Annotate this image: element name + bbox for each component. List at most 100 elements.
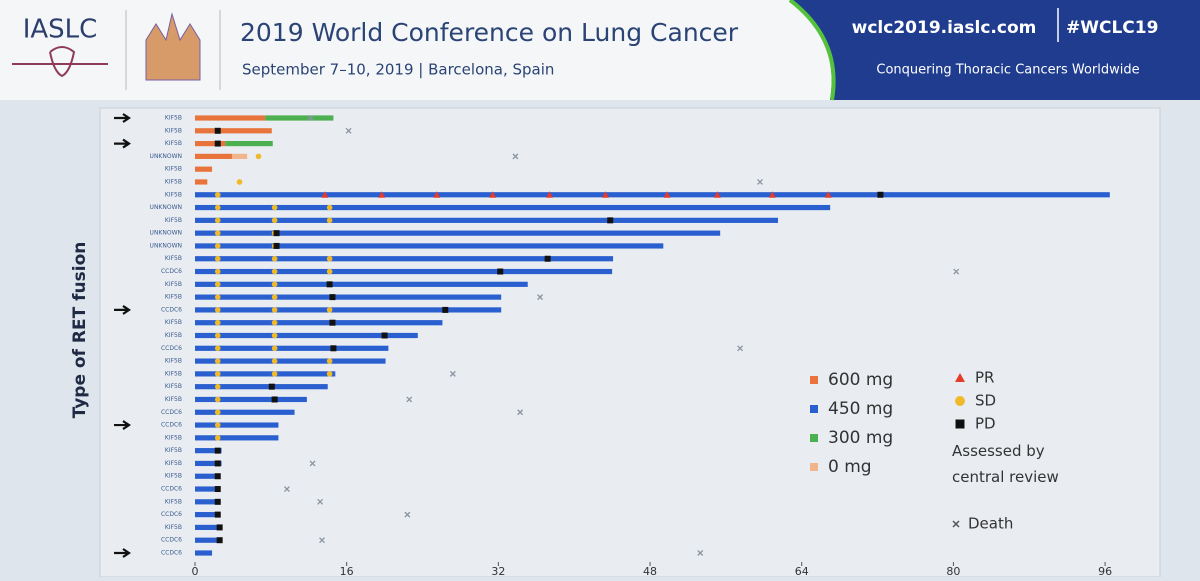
dose-segment xyxy=(195,384,328,390)
death-marker xyxy=(737,345,744,352)
death-marker xyxy=(345,127,352,134)
y-tick-label: KIF5B xyxy=(165,396,182,403)
sd-marker xyxy=(214,217,221,224)
pr-marker xyxy=(378,191,386,198)
y-tick-label: CCDC6 xyxy=(161,306,182,313)
dose-segment xyxy=(195,345,389,351)
y-tick-label: KIF5B xyxy=(165,434,182,441)
sd-marker xyxy=(214,268,221,275)
legend-label: 300 mg xyxy=(828,428,893,448)
legend-swatch xyxy=(955,373,965,382)
sd-marker xyxy=(214,307,221,313)
arrow-shape xyxy=(114,548,131,558)
pd-marker xyxy=(544,255,551,262)
y-tick-label: CCDC6 xyxy=(161,550,182,557)
dose-segment xyxy=(195,524,220,531)
x-tick-label: 64 xyxy=(795,565,809,577)
dose-segment xyxy=(195,217,779,223)
death-marker xyxy=(307,115,314,121)
sd-marker xyxy=(271,307,278,313)
dose-segment xyxy=(195,307,502,313)
sd-marker xyxy=(214,191,221,198)
sd-marker xyxy=(214,243,221,249)
sd-marker xyxy=(271,255,278,262)
sd-marker xyxy=(326,268,333,275)
dose-segment xyxy=(265,115,334,121)
legend-label: Death xyxy=(968,515,1013,533)
y-tick-label: CCDC6 xyxy=(161,345,182,352)
y-tick-label: KIF5B xyxy=(165,383,182,390)
conference-logo xyxy=(145,12,201,81)
legend-swatch xyxy=(955,396,965,406)
y-tick-label: UNKNOWN xyxy=(150,153,182,160)
arrow-shape xyxy=(114,420,131,430)
y-tick-label: KIF5B xyxy=(165,281,182,288)
sd-marker xyxy=(214,371,221,377)
y-tick-label: KIF5B xyxy=(165,127,182,134)
x-tick-label: 96 xyxy=(1098,565,1112,577)
y-tick-label: CCDC6 xyxy=(161,537,182,544)
dose-segment xyxy=(195,512,217,518)
pd-marker xyxy=(214,140,221,147)
sd-marker xyxy=(214,345,221,352)
header-blue xyxy=(790,0,1200,100)
legend-note-line: central review xyxy=(952,468,1059,486)
sd-marker xyxy=(271,345,278,352)
y-tick-label: CCDC6 xyxy=(161,409,182,416)
dose-segment xyxy=(195,179,208,185)
pd-marker xyxy=(877,191,884,198)
pr-marker xyxy=(824,191,832,198)
dose-segment xyxy=(195,371,336,377)
legend-label: PR xyxy=(975,369,994,387)
y-tick-label: KIF5B xyxy=(165,370,182,377)
pd-marker xyxy=(329,294,336,301)
header-green-arc xyxy=(788,0,836,101)
dose-segment xyxy=(195,448,222,454)
pd-marker xyxy=(497,268,504,275)
y-tick-label: KIF5B xyxy=(165,115,182,122)
sd-marker xyxy=(214,294,221,300)
pd-marker xyxy=(214,127,221,134)
sd-marker xyxy=(214,319,221,326)
dose-segment xyxy=(195,281,528,287)
death-marker xyxy=(449,370,456,377)
dose-segment xyxy=(195,268,613,275)
arrow-shape xyxy=(114,304,131,315)
legend-label: PD xyxy=(975,415,996,433)
y-tick-label: CCDC6 xyxy=(161,268,182,275)
pr-marker xyxy=(601,191,609,198)
sd-marker xyxy=(271,204,278,211)
sd-marker xyxy=(214,396,221,403)
death-marker xyxy=(317,498,324,505)
sd-marker xyxy=(271,358,278,364)
dose-segment xyxy=(195,230,721,236)
dose-segment xyxy=(195,537,220,543)
y-tick-label: KIF5B xyxy=(165,473,182,480)
legend-swatch xyxy=(810,405,818,413)
sd-marker xyxy=(271,371,278,377)
sd-marker xyxy=(271,294,278,300)
pd-marker xyxy=(329,319,336,326)
dose-segment xyxy=(195,332,418,339)
pr-marker xyxy=(489,191,497,198)
y-tick-label: CCDC6 xyxy=(161,511,182,518)
pd-marker xyxy=(214,460,221,467)
conference-tagline: Conquering Thoracic Cancers Worldwide xyxy=(876,63,1139,78)
y-axis-label: Type of RET fusion xyxy=(70,242,90,419)
y-tick-label: KIF5B xyxy=(165,358,182,365)
dose-segment xyxy=(195,243,664,249)
pd-marker xyxy=(273,230,280,237)
sd-marker xyxy=(214,255,221,262)
pd-marker xyxy=(607,217,614,224)
legend-note: Assessed by central review xyxy=(952,442,1059,486)
pd-marker xyxy=(273,242,280,249)
y-tick-label: UNKNOWN xyxy=(150,230,182,237)
sd-marker xyxy=(214,422,221,428)
pd-marker xyxy=(214,486,221,493)
pd-marker xyxy=(326,281,333,288)
death-marker xyxy=(953,268,960,275)
y-tick-label: KIF5B xyxy=(165,166,182,173)
death-marker xyxy=(404,511,411,518)
y-tick-label: KIF5B xyxy=(165,255,182,262)
dose-segment xyxy=(195,320,443,326)
